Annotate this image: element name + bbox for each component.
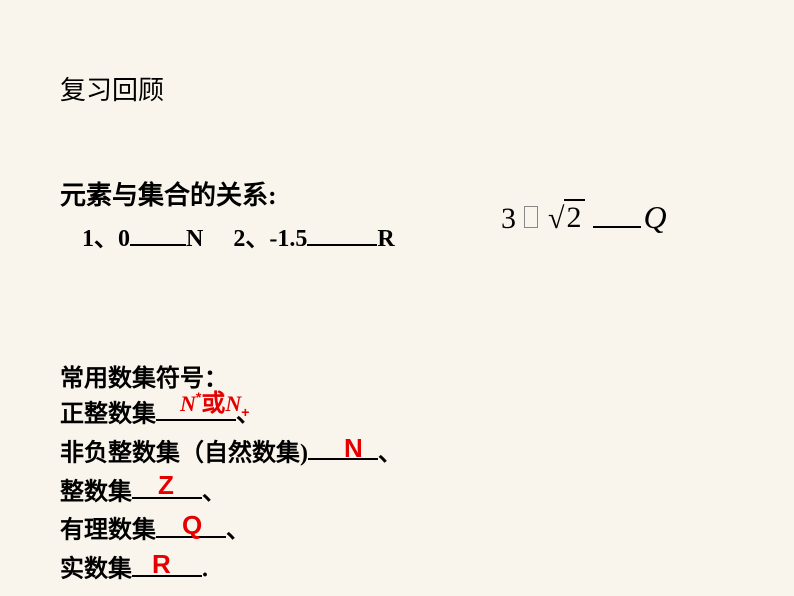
line5-label: 实数集 xyxy=(60,557,132,583)
q2-blank xyxy=(307,220,377,246)
q1-set: N xyxy=(186,226,203,252)
sqrt-symbol: √2 xyxy=(548,200,585,236)
ans-nplus-n: N xyxy=(225,391,241,416)
vertical-gap xyxy=(60,258,760,358)
line3-answer: Z xyxy=(158,465,174,507)
q3-blank xyxy=(593,198,641,228)
line3-label: 整数集 xyxy=(60,479,132,505)
integers-line: 整数集、 Z xyxy=(60,473,760,512)
q3-leading: 3 xyxy=(501,202,516,236)
line5-answer: R xyxy=(152,544,171,586)
line1-label: 正整数集 xyxy=(60,401,156,427)
slide-content: 复习回顾 元素与集合的关系: 1、0N 2、-1.5R 3 √2 Q 常用数集符… xyxy=(60,70,760,589)
line2-blank xyxy=(308,434,378,460)
questions-line: 1、0N 2、-1.5R 3 √2 Q xyxy=(60,218,760,258)
line4-answer: Q xyxy=(182,505,202,547)
number-sets-section: 常用数集符号： 正整数集、 N*或N+ 非负整数集（自然数集)、 N 整数集、 … xyxy=(60,358,760,589)
q2-set: R xyxy=(377,226,394,252)
line2-answer: N xyxy=(344,428,363,470)
line1-answer: N*或N+ xyxy=(180,385,249,423)
q1-blank xyxy=(130,220,186,246)
line2-tail: 、 xyxy=(378,440,402,466)
ans-nplus-sub: + xyxy=(241,404,249,420)
q2-prefix: 2、-1.5 xyxy=(233,226,307,252)
reals-line: 实数集. R xyxy=(60,550,760,589)
line4-tail: 、 xyxy=(226,518,250,544)
q1-prefix: 1、0 xyxy=(82,226,130,252)
line2-label: 非负整数集（自然数集) xyxy=(60,440,308,466)
q3-set: Q xyxy=(643,199,666,236)
q3-expression: 3 √2 Q xyxy=(501,198,667,236)
q3-operator-placeholder xyxy=(524,206,538,228)
surd-glyph: √ xyxy=(548,202,564,236)
ans-or: 或 xyxy=(201,390,225,417)
positive-integers-line: 正整数集、 N*或N+ xyxy=(60,395,760,434)
review-title: 复习回顾 xyxy=(60,70,760,107)
line5-tail: . xyxy=(202,557,208,583)
line3-tail: 、 xyxy=(202,479,226,505)
ans-nstar-n: N xyxy=(180,391,196,416)
line4-label: 有理数集 xyxy=(60,518,156,544)
sets-heading: 常用数集符号： xyxy=(60,358,760,393)
radicand: 2 xyxy=(564,199,585,235)
